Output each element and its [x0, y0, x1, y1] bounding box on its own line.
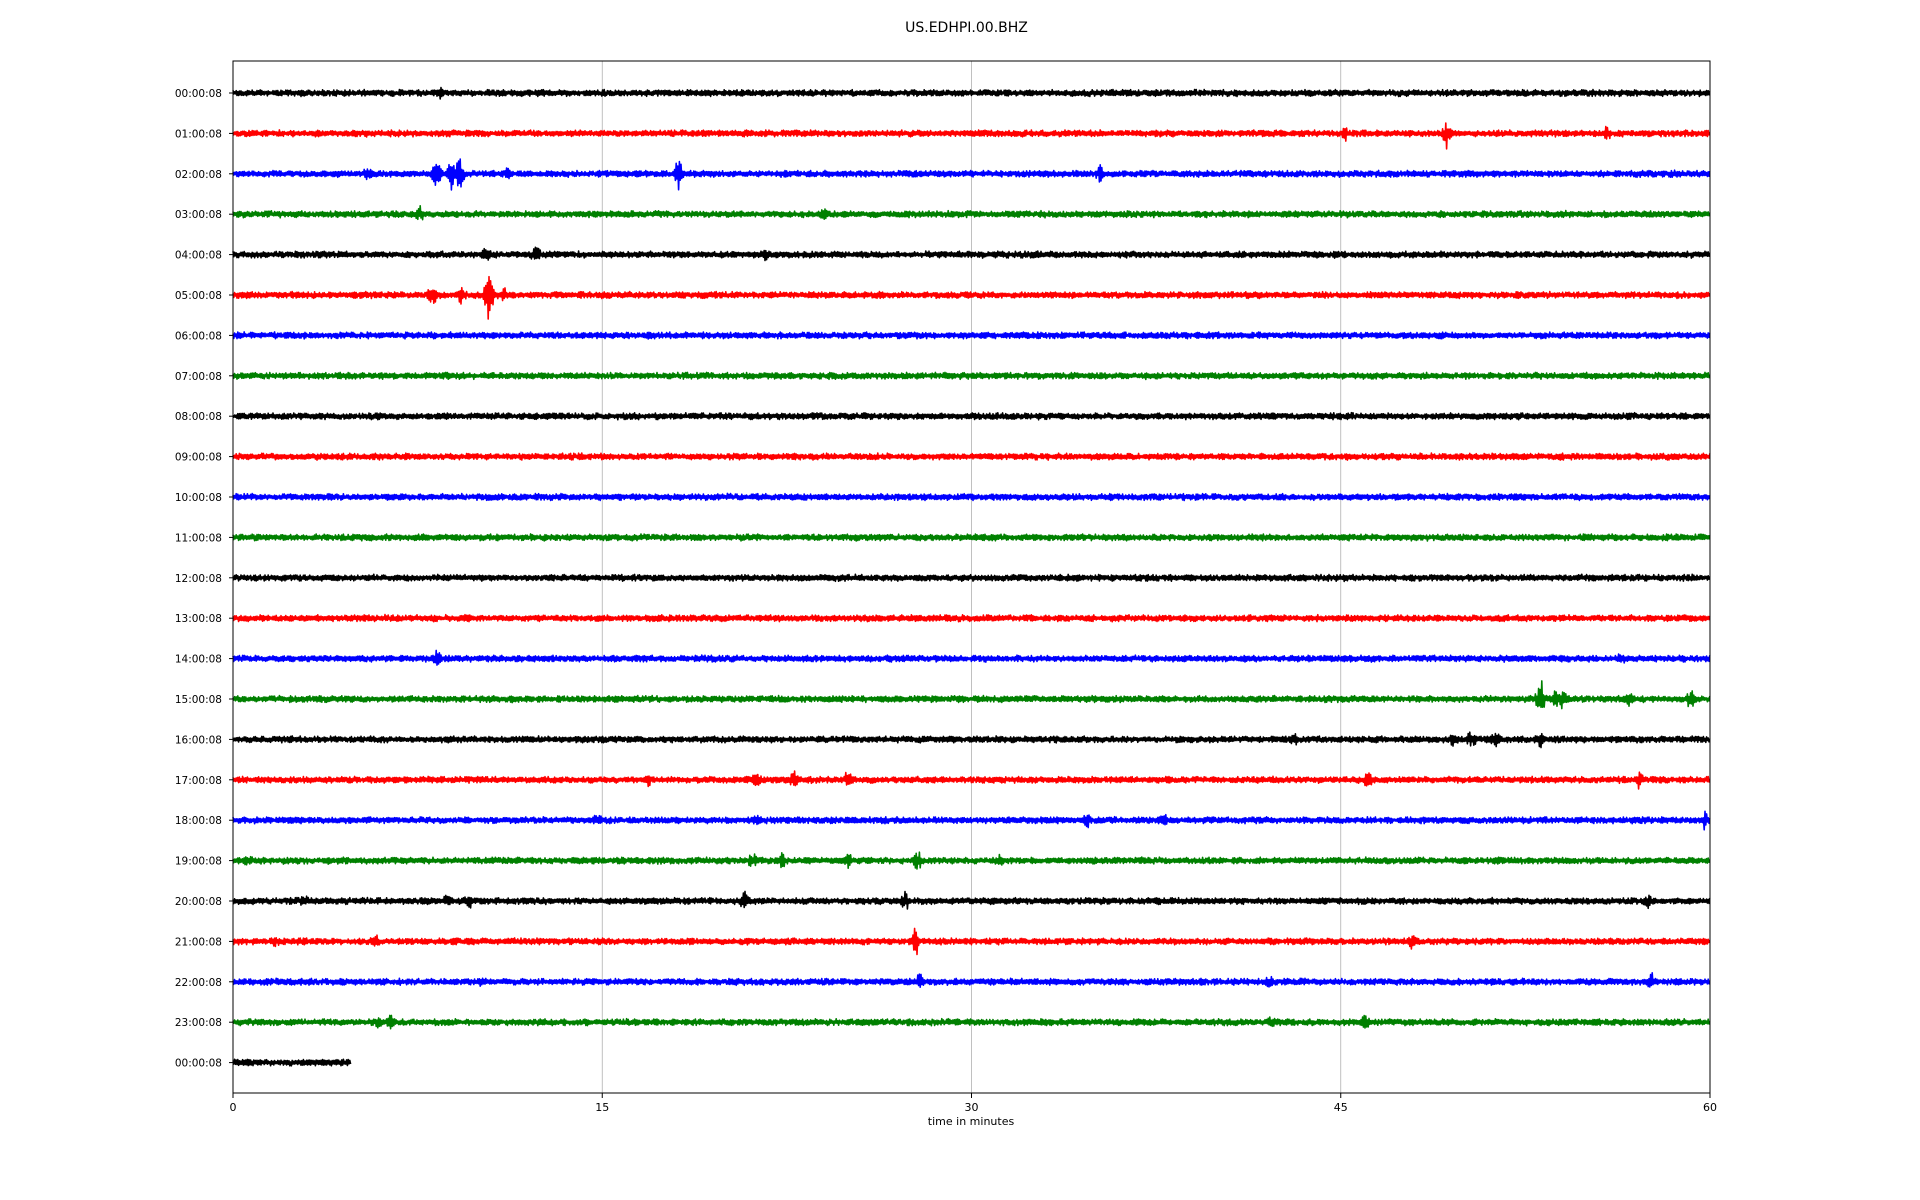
row-time-label: 15:00:08 [175, 694, 222, 706]
row-time-label: 12:00:08 [175, 573, 222, 585]
trace-line [232, 927, 1711, 956]
x-tick-label: 0 [230, 1101, 237, 1114]
trace-line [232, 492, 1711, 502]
trace-line [232, 533, 1711, 542]
trace-line [232, 275, 1711, 320]
trace-line [232, 331, 1711, 340]
x-axis-label: time in minutes [928, 1115, 1015, 1128]
row-time-label: 14:00:08 [175, 654, 222, 666]
row-time-label: 18:00:08 [175, 815, 222, 827]
trace-line [232, 810, 1711, 831]
row-time-label: 11:00:08 [175, 532, 222, 544]
row-time-label: 00:00:08 [175, 88, 222, 100]
trace-line [232, 770, 1711, 790]
x-tick-label: 45 [1334, 1101, 1348, 1114]
trace-line [232, 246, 1711, 262]
row-time-label: 19:00:08 [175, 856, 222, 868]
row-time-label: 13:00:08 [175, 613, 222, 625]
y-tick-labels: 00:00:08 01:00:08 02:00:08 03:00:08 04:00:08… [175, 88, 233, 1070]
trace-line [232, 613, 1711, 623]
x-tick-label: 15 [595, 1101, 609, 1114]
trace-line [232, 972, 1711, 988]
x-tick-label: 30 [965, 1101, 979, 1114]
row-time-label: 02:00:08 [175, 169, 222, 181]
trace-line [232, 1014, 1711, 1030]
row-time-label: 23:00:08 [175, 1017, 222, 1029]
x-axis: 0 15 30 45 60 [230, 1093, 1717, 1114]
row-time-label: 03:00:08 [175, 209, 222, 221]
trace-line [232, 452, 1711, 461]
trace-line [232, 86, 1711, 100]
trace-line [232, 122, 1711, 150]
row-time-label: 05:00:08 [175, 290, 222, 302]
row-time-label: 21:00:08 [175, 936, 222, 948]
trace-line [232, 573, 1711, 583]
row-time-label: 10:00:08 [175, 492, 222, 504]
trace-line [232, 1058, 352, 1067]
trace-line [232, 205, 1711, 221]
x-tick-label: 60 [1703, 1101, 1717, 1114]
trace-group [232, 86, 1711, 1067]
row-time-label: 06:00:08 [175, 330, 222, 342]
trace-line [232, 731, 1711, 749]
trace-line [232, 158, 1711, 191]
trace-line [232, 890, 1711, 910]
trace-line [232, 851, 1711, 870]
trace-line [232, 649, 1711, 666]
row-time-label: 07:00:08 [175, 371, 222, 383]
row-time-label: 22:00:08 [175, 977, 222, 989]
row-time-label: 20:00:08 [175, 896, 222, 908]
trace-line [232, 371, 1711, 381]
row-time-label: 08:00:08 [175, 411, 222, 423]
row-time-label: 16:00:08 [175, 734, 222, 746]
row-time-label: 01:00:08 [175, 128, 222, 140]
chart-title: US.EDHPI.00.BHZ [905, 20, 1028, 36]
row-time-label: 17:00:08 [175, 775, 222, 787]
row-time-label: 09:00:08 [175, 452, 222, 464]
row-time-label: 04:00:08 [175, 250, 222, 262]
trace-line [232, 411, 1711, 421]
trace-line [232, 680, 1711, 710]
row-time-label: 00:00:08 [175, 1058, 222, 1070]
